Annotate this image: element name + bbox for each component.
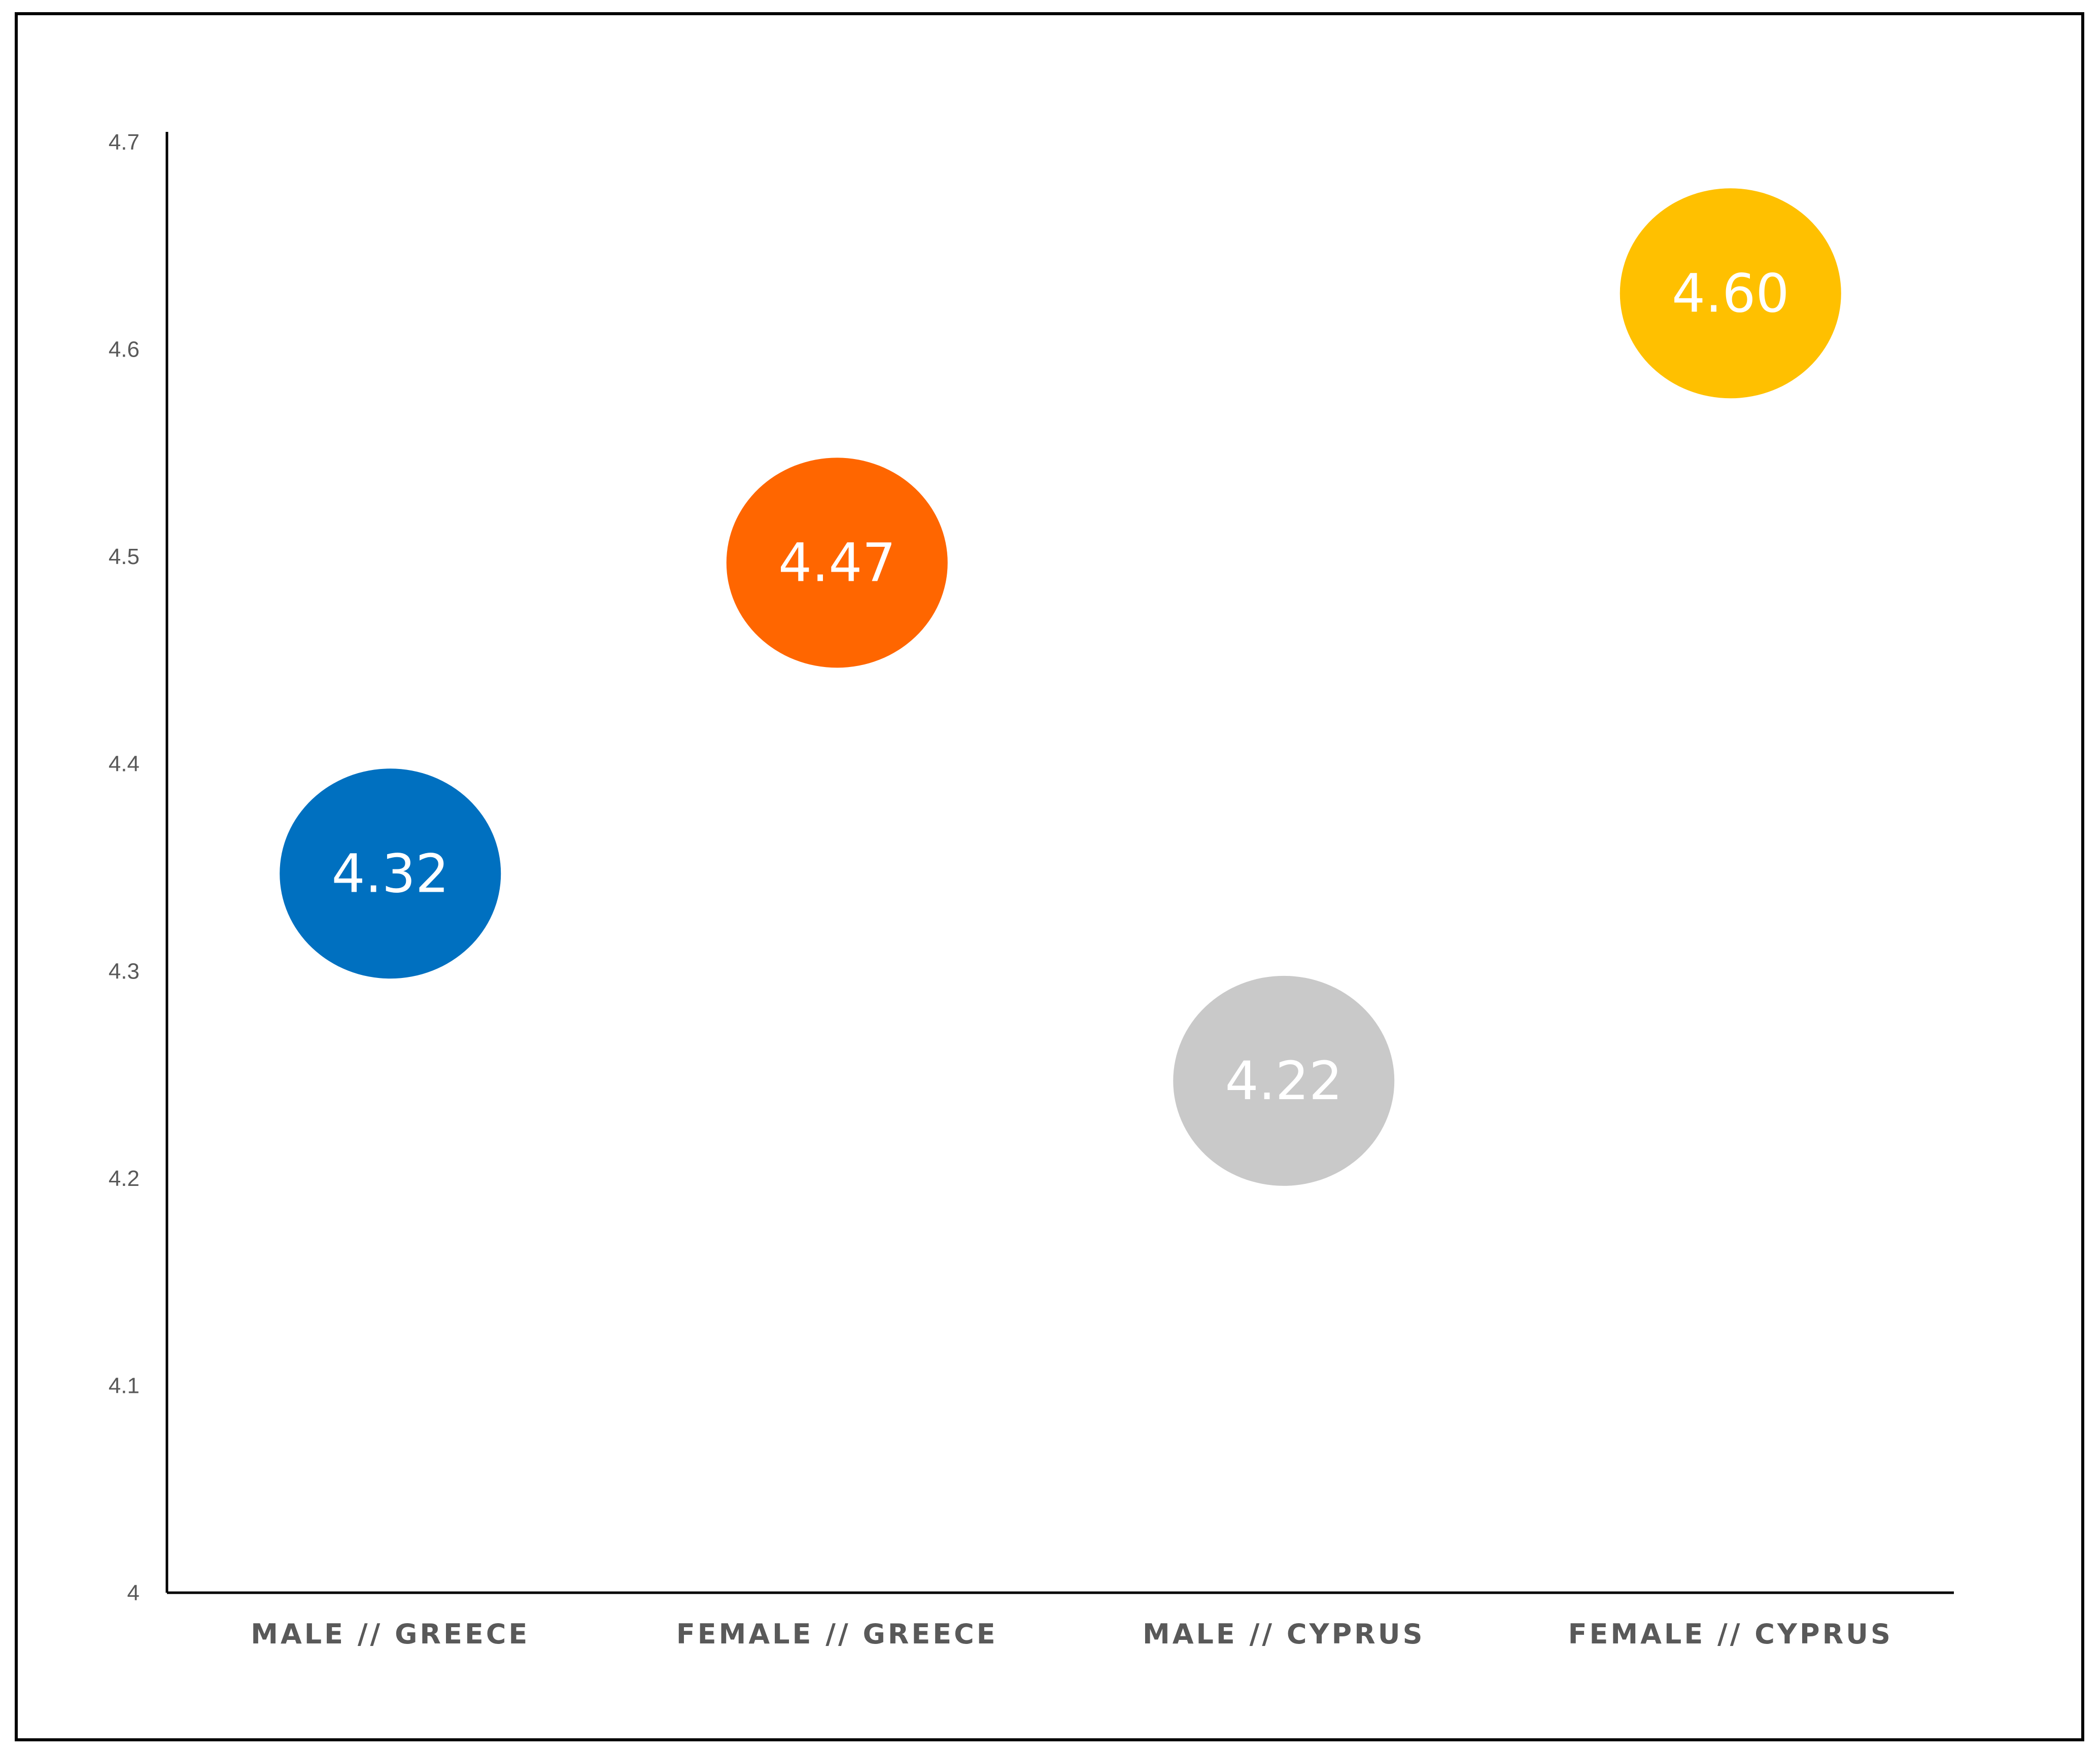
chart-frame: 4 4.1 4.2 4.3 4.4 4.5 4.6 4.7 MALE // GREECE FEM…	[15, 12, 2084, 1741]
x-category-label: FEMALE // GREECE	[676, 1618, 998, 1650]
y-tick-label: 4.1	[109, 1373, 140, 1398]
x-category-label: FEMALE // CYPRUS	[1568, 1618, 1893, 1650]
y-axis-ticks: 4 4.1 4.2 4.3 4.4 4.5 4.6 4.7	[109, 130, 140, 1605]
data-label: 4.22	[1225, 1050, 1342, 1112]
x-axis-categories: MALE // GREECE FEMALE // GREECE MALE // CY…	[251, 1618, 1893, 1650]
data-label: 4.47	[778, 532, 896, 593]
bubble-chart: 4 4.1 4.2 4.3 4.4 4.5 4.6 4.7 MALE // GREECE FEM…	[109, 130, 1954, 1650]
bubble-point	[1620, 188, 1841, 399]
data-label: 4.60	[1672, 262, 1789, 324]
x-category-label: MALE // GREECE	[251, 1618, 530, 1650]
y-tick-label: 4.7	[109, 130, 140, 155]
bubble-point	[280, 768, 501, 979]
y-tick-label: 4.4	[109, 752, 140, 777]
y-tick-label: 4.5	[109, 544, 140, 569]
y-tick-label: 4	[127, 1581, 140, 1605]
x-category-label: MALE // CYPRUS	[1143, 1618, 1425, 1650]
bubble-point	[1173, 975, 1395, 1186]
y-tick-label: 4.6	[109, 337, 140, 362]
bubble-point	[726, 458, 948, 668]
y-tick-label: 4.3	[109, 959, 140, 984]
data-points: 4.32 4.47 4.22 4.60	[280, 188, 1841, 1186]
y-tick-label: 4.2	[109, 1166, 140, 1191]
data-label: 4.32	[331, 843, 449, 904]
